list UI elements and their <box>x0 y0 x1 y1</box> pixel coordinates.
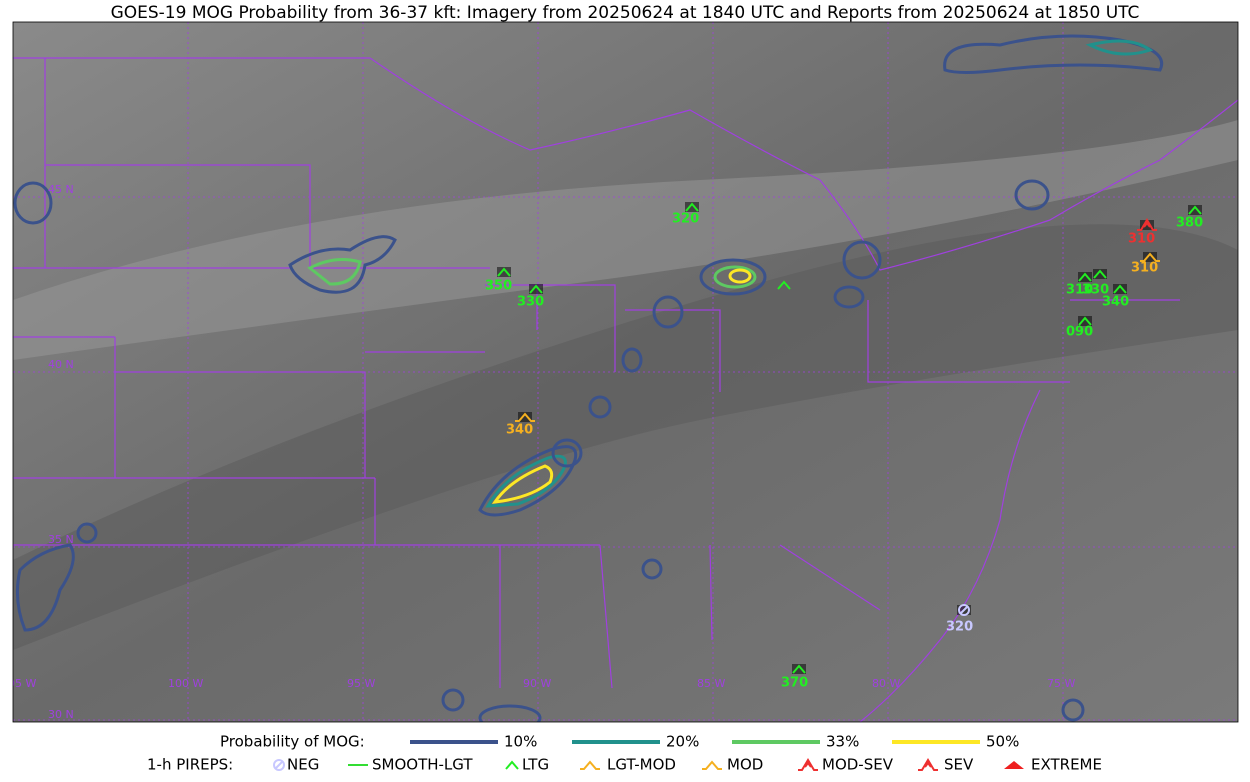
report-label: 320 <box>672 212 699 227</box>
ltg-icon <box>497 267 511 277</box>
legend-label: 20% <box>666 733 699 751</box>
lat-label: 35 N <box>48 533 74 546</box>
ltg-icon <box>1078 272 1092 282</box>
report-label: 350 <box>485 279 512 294</box>
mod-icon <box>702 760 722 770</box>
sev-icon <box>918 758 938 771</box>
lon-label: 105 W <box>1 677 36 690</box>
report-label: 090 <box>1066 325 1093 340</box>
report-label: 320 <box>946 620 973 635</box>
lat-label: 30 N <box>48 708 74 721</box>
legend-label: MOD <box>727 756 763 774</box>
report-label: 330 <box>1082 283 1109 298</box>
report-label: 310 <box>1128 232 1155 247</box>
report-icon-bg <box>529 284 543 294</box>
neg-icon <box>273 759 285 771</box>
report-label: 370 <box>781 676 808 691</box>
legend-label: SMOOTH-LGT <box>372 756 473 774</box>
report-icon-bg <box>1143 252 1157 262</box>
report-label: 340 <box>506 423 533 438</box>
legend-label: LTG <box>522 756 549 774</box>
neg-slash <box>959 605 969 615</box>
ltg-icon <box>1078 316 1092 326</box>
mod-icon <box>580 760 600 770</box>
legend-label: 33% <box>826 733 859 751</box>
title: GOES-19 MOG Probability from 36-37 kft: … <box>111 3 1140 23</box>
report-label: 380 <box>1176 216 1203 231</box>
report-label: 340 <box>1102 295 1129 310</box>
dry-band <box>13 224 1238 651</box>
lon-label: 90 W <box>523 677 551 690</box>
ltg-icon <box>685 202 699 212</box>
report-label: 310 <box>1131 261 1158 276</box>
mod-icon <box>1140 252 1160 262</box>
report-icon-bg <box>685 202 699 212</box>
report-icon-bg <box>1188 205 1202 215</box>
legend-label: LGT-MOD <box>607 756 676 774</box>
sev-icon <box>1137 218 1157 231</box>
legend-label: 10% <box>504 733 537 751</box>
sev-icon <box>798 758 818 771</box>
lon-label: 95 W <box>347 677 375 690</box>
extreme-icon <box>1004 761 1024 769</box>
lon-label: 75 W <box>1047 677 1075 690</box>
report-icon-bg <box>1140 220 1154 230</box>
lon-label: 100 W <box>168 677 203 690</box>
report-icon-bg <box>1113 284 1127 294</box>
neg-slash <box>274 760 284 770</box>
legend: Probability of MOG: 10% 20% 33% 50% 1-h PIREP… <box>147 733 1102 774</box>
cloud-band <box>13 120 1238 360</box>
report-icon-bg <box>792 664 806 674</box>
ltg-icon <box>1188 205 1202 215</box>
report-icon-bg <box>1093 269 1107 279</box>
mod-icon <box>515 412 535 422</box>
graticule <box>13 22 1238 722</box>
ltg-icon <box>529 284 543 294</box>
ltg-icon <box>1113 284 1127 294</box>
legend-label: 50% <box>986 733 1019 751</box>
lat-label: 40 N <box>48 358 74 371</box>
ltg-icon <box>1093 269 1107 279</box>
report-icon-bg <box>518 412 532 422</box>
report-icon-bg <box>1078 316 1092 326</box>
lon-label: 80 W <box>872 677 900 690</box>
lon-label: 85 W <box>697 677 725 690</box>
contours <box>13 34 1163 722</box>
legend-title: Probability of MOG: <box>220 733 365 751</box>
grid-labels: 45 N 40 N 35 N 30 N 105 W 100 W 95 W 90 W 85 W 80… <box>1 183 1075 721</box>
report-label: 310 <box>1066 283 1093 298</box>
legend-label: NEG <box>287 756 319 774</box>
legend-label: SEV <box>944 756 974 774</box>
ltg-icon <box>792 664 806 674</box>
legend-label: MOD-SEV <box>822 756 894 774</box>
lat-label: 45 N <box>48 183 74 196</box>
map-frame <box>12 21 1239 723</box>
map: 45 N 40 N 35 N 30 N 105 W 100 W 95 W 90 W 85 W 80… <box>1 22 1238 722</box>
report-icon-bg <box>497 267 511 277</box>
ltg-icon <box>777 280 791 290</box>
neg-icon <box>958 604 970 616</box>
ltg-icon <box>505 760 519 770</box>
legend-label: EXTREME <box>1031 756 1102 774</box>
report-icon-bg <box>1078 272 1092 282</box>
report-label: 330 <box>517 295 544 310</box>
legend-title: 1-h PIREPS: <box>147 756 233 774</box>
